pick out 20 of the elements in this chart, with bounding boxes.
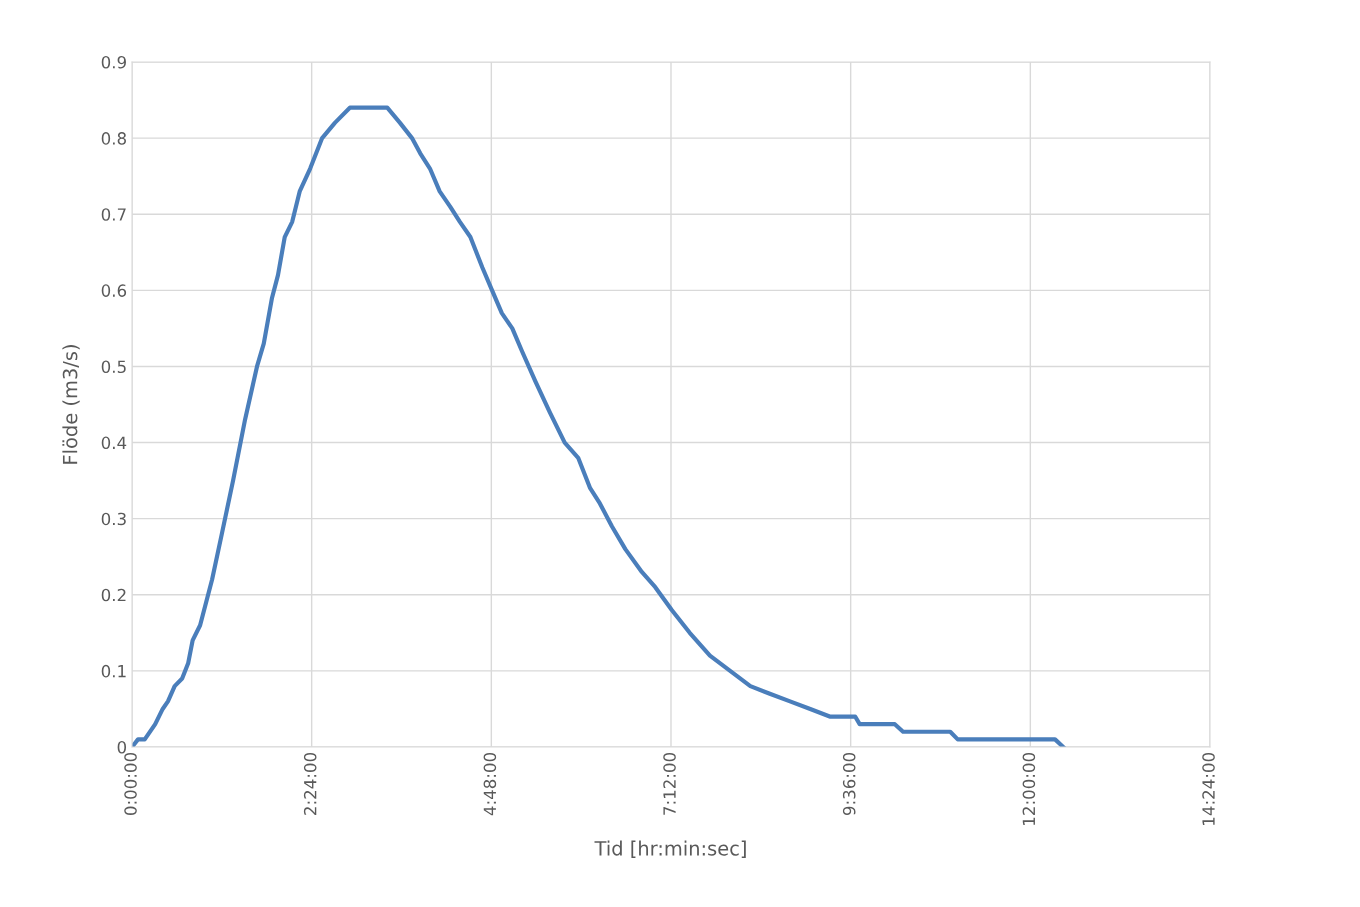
- line-series: [132, 105, 1066, 747]
- y-tick-label: 0.1: [101, 664, 126, 678]
- x-tick-label: 14:24:00: [1202, 752, 1215, 825]
- y-tick-label: 0.6: [101, 284, 127, 297]
- y-tick-label: 0.9: [101, 55, 126, 69]
- y-tick-label: 0.3: [101, 512, 126, 526]
- y-tick-label: 0: [117, 740, 127, 754]
- y-tick-label: 0.8: [101, 132, 126, 145]
- x-tick-label: 12:00:00: [1022, 752, 1036, 825]
- x-tick-label: 7:12:00: [663, 752, 676, 815]
- x-axis-title: Tid [hr:min:sec]: [594, 840, 746, 858]
- x-tick-label: 2:24:00: [303, 752, 317, 815]
- y-axis-title: Flöde (m3/s): [62, 345, 80, 464]
- y-tick-label: 0.4: [101, 436, 127, 450]
- x-tick-label: 0:00:00: [124, 752, 137, 816]
- y-tick-label: 0.2: [101, 588, 126, 602]
- x-tick-label: 4:48:00: [483, 752, 497, 816]
- x-tick-label: 9:36:00: [842, 752, 856, 816]
- y-tick-label: 0.7: [101, 208, 126, 221]
- y-tick-label: 0.5: [101, 360, 126, 374]
